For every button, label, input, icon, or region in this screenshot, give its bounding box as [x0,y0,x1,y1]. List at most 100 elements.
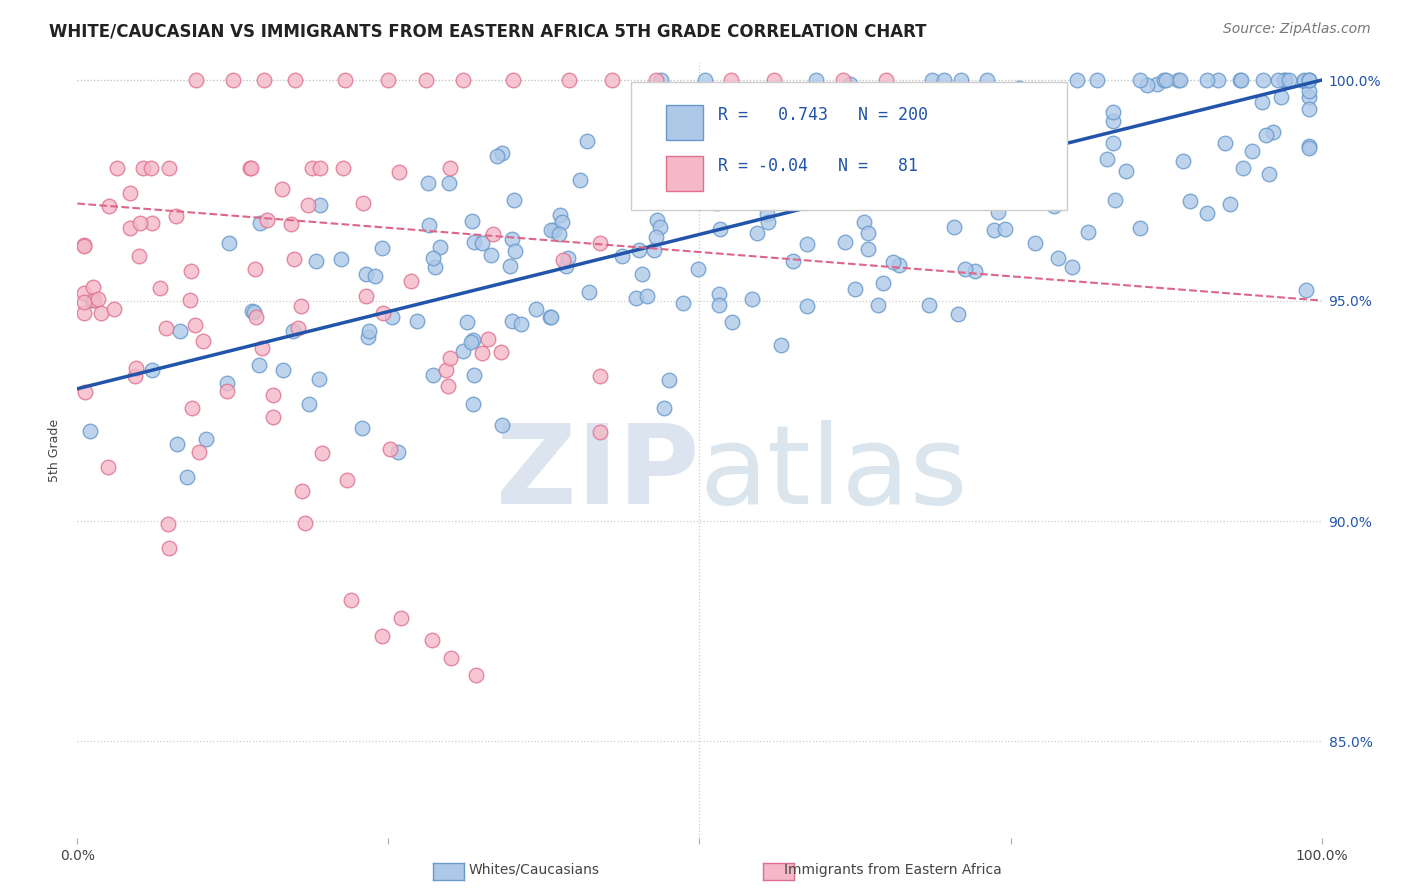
Point [148,281,170,295]
Point [839,105,862,120]
Point [742,190,765,204]
Point [1046,252,1069,266]
Point [215,376,238,391]
Point [645,212,668,227]
Point [222,73,245,87]
Point [796,299,818,313]
Point [271,181,294,195]
Point [547,227,569,242]
Text: R = -0.04   N =   81: R = -0.04 N = 81 [718,157,918,175]
Point [921,73,943,87]
Point [1254,128,1277,142]
Point [291,484,314,499]
Point [831,73,853,87]
Point [456,315,478,329]
Point [1267,73,1289,87]
Point [558,73,581,87]
Point [1251,95,1274,109]
Point [720,315,742,329]
Point [165,209,187,223]
Point [97,459,120,474]
Point [709,222,731,236]
Point [460,334,482,349]
Point [875,73,897,87]
Point [1008,81,1031,95]
Point [181,401,204,415]
Point [720,73,742,87]
Point [72,306,94,320]
Point [882,254,904,268]
Point [90,306,112,320]
Point [627,243,650,257]
Point [1298,141,1320,155]
Point [503,193,526,207]
Point [301,161,323,176]
Point [540,310,562,325]
Point [311,446,333,460]
Point [363,269,385,284]
Point [745,226,768,240]
Point [425,260,447,274]
Point [420,633,443,648]
Point [195,432,218,446]
Point [357,330,380,344]
Point [79,424,101,438]
Point [946,307,969,321]
Point [707,298,730,312]
Point [994,222,1017,236]
Point [1097,152,1119,166]
Point [636,289,658,303]
Point [1213,136,1236,151]
Point [987,192,1010,206]
Point [872,276,894,290]
Point [436,363,458,377]
Point [333,73,356,87]
Point [249,215,271,229]
Point [350,421,373,435]
Point [1031,108,1053,122]
Point [166,437,188,451]
FancyBboxPatch shape [666,105,703,140]
Point [439,650,461,665]
Point [271,363,294,377]
Point [672,295,695,310]
Point [418,176,440,190]
Point [538,310,561,324]
Point [965,264,987,278]
Point [950,73,973,87]
Point [501,314,523,328]
Point [155,320,177,334]
Text: Source: ZipAtlas.com: Source: ZipAtlas.com [1223,22,1371,37]
Point [336,473,359,487]
Point [1229,73,1251,87]
Point [124,368,146,383]
Point [283,252,305,267]
Point [787,194,810,209]
Point [1298,73,1320,87]
Point [128,249,150,263]
Point [377,73,399,87]
Point [72,238,94,252]
Point [287,321,309,335]
Point [853,215,876,229]
Point [128,216,150,230]
Point [72,295,94,310]
Point [461,214,484,228]
Y-axis label: 5th Grade: 5th Grade [48,419,62,482]
Point [297,198,319,212]
Point [932,73,955,87]
Point [422,252,444,266]
Point [624,291,647,305]
Point [548,209,571,223]
Point [945,166,967,180]
Text: WHITE/CAUCASIAN VS IMMIGRANTS FROM EASTERN AFRICA 5TH GRADE CORRELATION CHART: WHITE/CAUCASIAN VS IMMIGRANTS FROM EASTE… [49,22,927,40]
Point [1104,194,1126,208]
Point [1153,73,1175,87]
Point [352,196,374,211]
Text: Whites/Caucasians: Whites/Caucasians [468,863,600,877]
Point [83,293,105,307]
Point [373,306,395,320]
Point [489,344,512,359]
Point [1270,89,1292,103]
Point [1066,73,1088,87]
